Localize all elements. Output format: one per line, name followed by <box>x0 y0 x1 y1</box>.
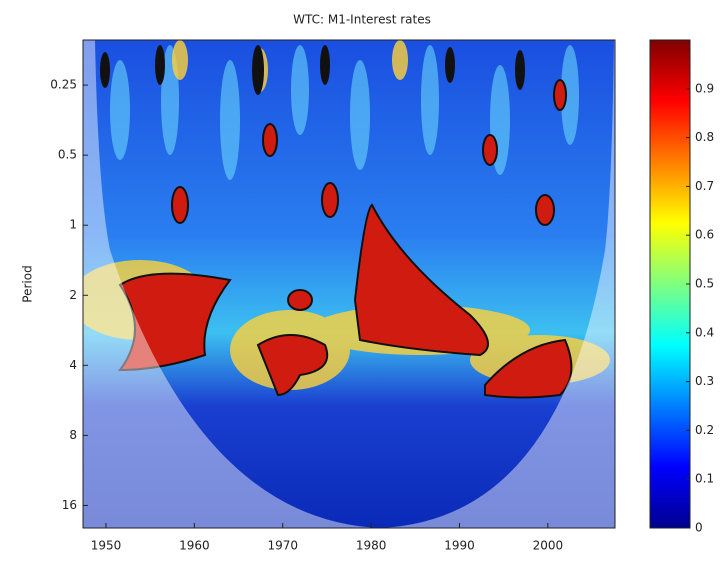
y-tick-label: 0.25 <box>50 78 77 92</box>
x-tick-label: 2000 <box>533 539 564 553</box>
y-tick-label: 4 <box>69 358 77 372</box>
colorbar-tick-label: 0.2 <box>695 423 714 437</box>
colorbar-tick-label: 0.4 <box>695 325 714 339</box>
chart-title: WTC: M1-Interest rates <box>293 13 431 27</box>
x-tick-label: 1960 <box>179 539 210 553</box>
colorbar-tick-label: 0.7 <box>695 179 714 193</box>
y-tick-label: 1 <box>69 218 77 232</box>
colorbar-tick-label: 0.9 <box>695 81 714 95</box>
colorbar <box>650 40 690 528</box>
colorbar-tick-label: 0.5 <box>695 277 714 291</box>
colorbar-tick-label: 0 <box>695 521 703 535</box>
colorbar-tick-label: 0.1 <box>695 472 714 486</box>
x-tick-label: 1980 <box>356 539 387 553</box>
y-tick-label: 16 <box>62 498 77 512</box>
x-tick-label: 1990 <box>444 539 475 553</box>
colorbar-tick-label: 0.3 <box>695 374 714 388</box>
chart: WTC: M1-Interest rates Period 1950 1960 19… <box>0 0 725 563</box>
y-axis-label: Period <box>21 265 35 302</box>
x-tick-label: 1970 <box>267 539 298 553</box>
coherence-field <box>70 40 615 528</box>
y-tick-label: 0.5 <box>58 148 77 162</box>
y-tick-label: 8 <box>69 428 77 442</box>
x-tick-label: 1950 <box>91 539 122 553</box>
colorbar-tick-label: 0.8 <box>695 130 714 144</box>
y-tick-label: 2 <box>69 288 77 302</box>
colorbar-tick-label: 0.6 <box>695 228 714 242</box>
